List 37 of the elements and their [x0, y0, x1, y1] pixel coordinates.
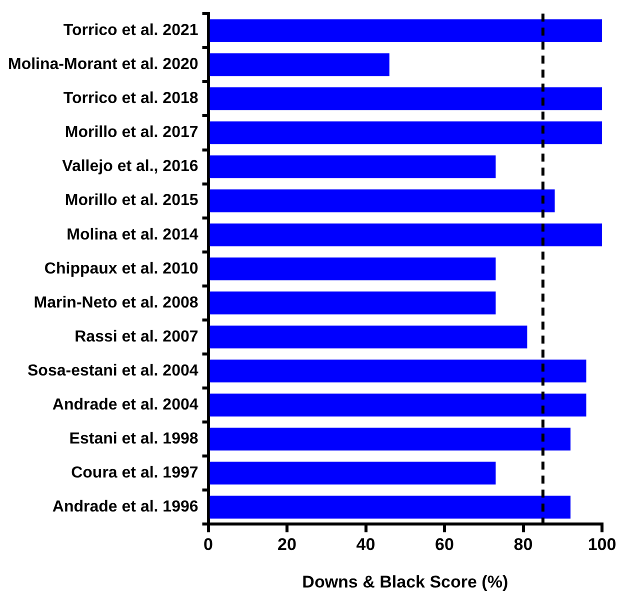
y-tick-label: Coura et al. 1997	[71, 464, 198, 482]
x-tick-label: 100	[588, 535, 616, 554]
y-tick-label: Sosa-estani et al. 2004	[28, 362, 198, 380]
y-tick-label: Estani et al. 1998	[69, 430, 198, 448]
bar	[210, 428, 570, 451]
y-tick-label: Torrico et al. 2021	[63, 22, 198, 40]
x-tick-label: 40	[356, 535, 376, 554]
x-tick-label: 20	[278, 535, 296, 554]
bar	[210, 223, 602, 246]
bar	[210, 326, 528, 348]
bar	[210, 257, 496, 280]
y-tick-label: Morillo et al. 2017	[64, 124, 198, 142]
x-tick-label: 80	[514, 535, 533, 554]
bar	[210, 292, 496, 314]
y-tick-label: Torrico et al. 2018	[63, 90, 198, 108]
y-tick-label: Molina et al. 2014	[66, 226, 198, 244]
x-tick-label: 0	[204, 535, 213, 554]
bar	[210, 19, 602, 42]
bar	[210, 462, 496, 485]
y-tick-label: Morillo et al. 2015	[64, 192, 198, 210]
bar	[210, 155, 496, 178]
y-tick-label: Chippaux et al. 2010	[44, 260, 198, 278]
y-tick-label: Vallejo et al., 2016	[62, 158, 198, 176]
bar	[210, 53, 390, 76]
bar	[210, 496, 570, 519]
y-tick-label: Andrade et al. 1996	[52, 498, 198, 516]
y-tick-label: Molina-Morant et al. 2020	[8, 56, 198, 74]
bar	[210, 394, 586, 416]
bar	[210, 189, 555, 212]
y-tick-label: Andrade et al. 2004	[52, 396, 198, 414]
y-tick-label: Marin-Neto et al. 2008	[34, 294, 198, 312]
y-tick-label: Rassi et al. 2007	[74, 328, 198, 346]
bar	[210, 87, 602, 110]
bar	[210, 360, 586, 382]
bar	[210, 121, 602, 144]
x-axis-title: Downs & Black Score (%)	[302, 572, 508, 592]
x-tick-label: 60	[435, 535, 454, 554]
